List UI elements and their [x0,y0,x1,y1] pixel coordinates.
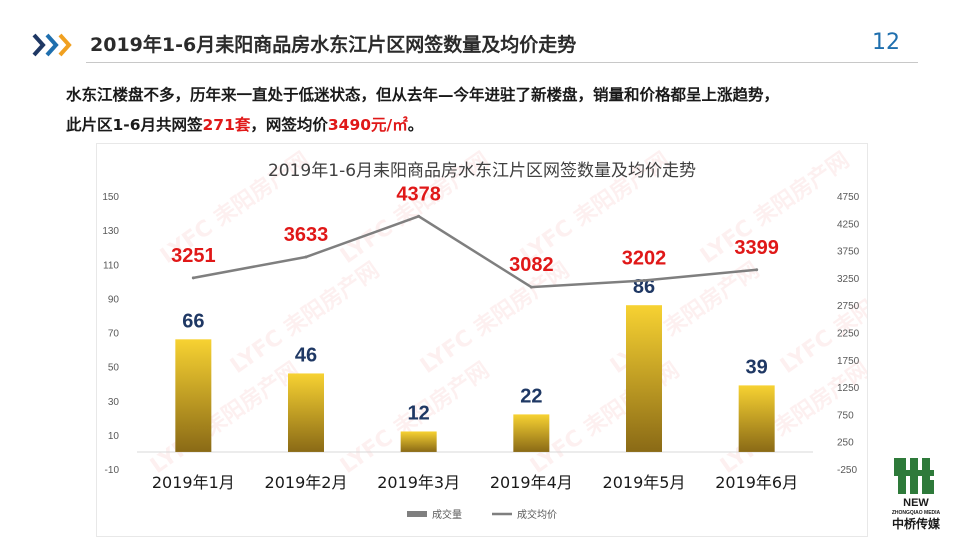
price-value-label: 3082 [509,254,554,276]
y-right-tick-label: 750 [837,410,854,421]
y-right-tick-label: 4750 [837,192,860,203]
price-point [191,276,195,280]
description-line-1: 水东江楼盘不多，历年来一直处于低迷状态，但从去年—今年进驻了新楼盘，销量和价格都… [66,86,780,104]
y-right-tick-label: 1750 [837,356,860,367]
desc-prefix: 此片区1-6月共网签 [66,116,203,134]
x-tick-label: 2019年1月 [152,473,235,492]
bar-value-label: 39 [746,356,768,378]
description-line-2: 此片区1-6月共网签271套，网签均价3490元/㎡。 [66,110,936,140]
y-right-tick-label: 3250 [837,274,860,285]
legend-swatch-bar [407,511,427,517]
y-left-tick-label: 130 [102,226,119,237]
average-price: 3490元/㎡ [327,116,408,134]
svg-text:中桥传媒: 中桥传媒 [892,516,941,531]
y-left-tick-label: -10 [105,465,120,476]
y-right-tick-label: 250 [837,438,854,449]
price-point [642,279,646,283]
page-number: 12 [872,30,900,55]
y-right-tick-label: -250 [837,465,857,476]
y-right-tick-label: 3750 [837,247,860,258]
combo-chart: LYFC 耒阳房产网 LYFC 耒阳房产网 LYFC 耒阳房产网 LYFC 耒阳房产网… [102,147,867,521]
price-line [193,214,757,289]
bar [626,305,662,452]
total-units: 271套 [202,116,251,134]
bar [513,414,550,452]
y-left-tick-label: 90 [108,294,120,305]
watermark: LYFC 耒阳房产网 [146,357,305,479]
x-tick-label: 2019年3月 [377,473,460,492]
bar [288,373,324,452]
chart-title: 2019年1-6月耒阳商品房水东江片区网签数量及均价走势 [268,161,696,181]
legend-label: 成交量 [432,508,462,521]
price-value-label: 3251 [171,245,216,267]
y-left-tick-label: 70 [108,329,120,340]
y-right-tick-label: 1250 [837,383,860,394]
y-right-tick-label: 2250 [837,329,860,340]
y-left-tick-label: 50 [108,363,120,374]
y-left-tick-label: 110 [103,260,119,271]
x-tick-label: 2019年5月 [603,473,686,492]
y-left-tick-label: 30 [108,397,120,408]
bar-value-label: 22 [520,385,542,407]
desc-suffix: 。 [407,116,424,134]
y-left-tick-label: 10 [108,431,120,442]
price-point [755,268,759,272]
chart-panel: LYFC 耒阳房产网 LYFC 耒阳房产网 LYFC 耒阳房产网 LYFC 耒阳房产网… [96,143,868,537]
bar [738,385,775,452]
bar-value-label: 46 [295,344,317,366]
price-point [304,255,308,259]
legend-label: 成交均价 [517,508,557,521]
header-divider [86,62,918,63]
price-value-label: 3399 [734,237,779,259]
price-value-label: 4378 [396,183,441,205]
price-value-label: 3202 [622,248,667,270]
price-value-label: 3633 [284,224,329,246]
description: 水东江楼盘不多，历年来一直处于低迷状态，但从去年—今年进驻了新楼盘，销量和价格都… [66,80,936,140]
x-tick-label: 2019年2月 [265,473,348,492]
bar [175,339,212,452]
svg-text:NEW: NEW [903,497,929,509]
y-right-tick-label: 4250 [837,219,860,230]
desc-mid: ，网签均价 [250,116,328,134]
bar [400,431,437,452]
y-left-tick-label: 150 [102,192,119,203]
x-tick-label: 2019年4月 [490,473,573,492]
page-title: 2019年1-6月耒阳商品房水东江片区网签数量及均价走势 [90,34,577,56]
header: 2019年1-6月耒阳商品房水东江片区网签数量及均价走势 12 [0,26,960,64]
price-point [529,285,533,289]
svg-text:ZHONGQIAO MEDIA: ZHONGQIAO MEDIA [892,510,941,516]
x-tick-label: 2019年6月 [715,473,798,492]
bar-value-label: 66 [182,310,204,332]
chevron-right-icon [32,33,72,57]
price-point [417,214,421,218]
zhongqiao-media-logo: NEW ZHONGQIAO MEDIA 中桥传媒 [892,458,941,531]
bar-value-label: 12 [408,402,430,424]
y-right-tick-label: 2750 [837,301,860,312]
